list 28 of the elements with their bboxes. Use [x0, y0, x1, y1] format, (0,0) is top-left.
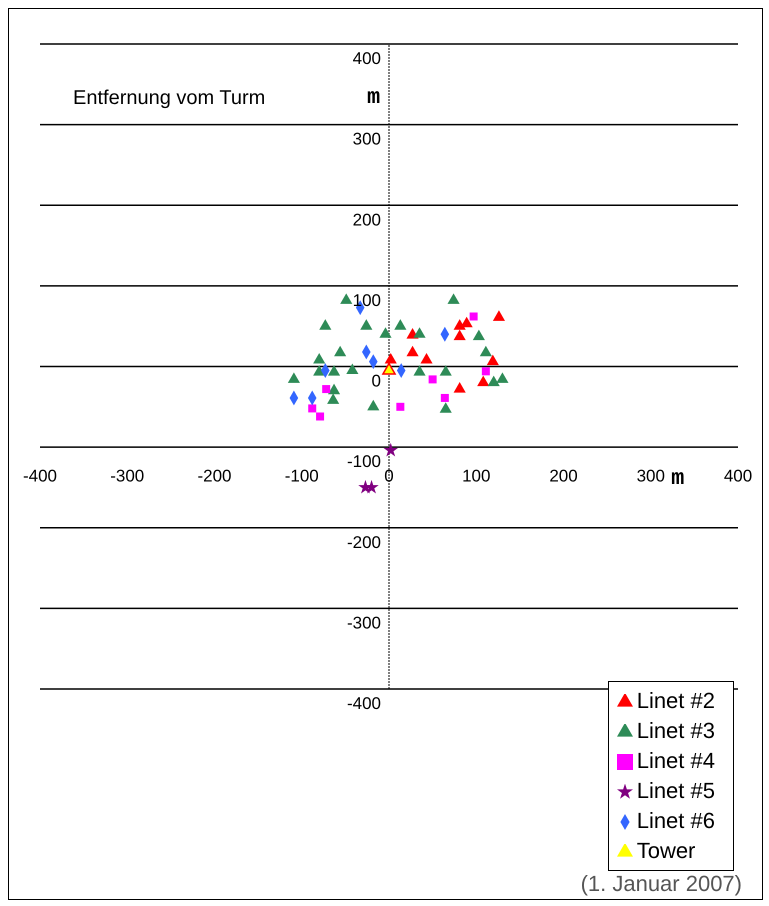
x-tick-label: 0 — [384, 466, 394, 486]
x-tick-label: -200 — [197, 466, 232, 486]
x-axis-title: m — [367, 85, 380, 110]
y-tick-label: -100 — [346, 452, 381, 472]
y-tick-label: 200 — [352, 210, 381, 230]
x-tick-label: -100 — [284, 466, 319, 486]
x-tick-label: 300 — [636, 466, 665, 486]
text: Entfernung vom Turm — [73, 87, 266, 110]
x-tick-label: 400 — [724, 466, 752, 486]
y-tick-label: 0 — [372, 372, 381, 390]
legend-label: Linet #3 — [636, 718, 715, 743]
text: (1. Januar 2007) — [580, 871, 742, 897]
legend-label: Tower — [636, 838, 696, 863]
x-tick-label: 200 — [549, 466, 578, 486]
y-tick-label: 100 — [352, 290, 381, 310]
y-tick-label: -400 — [346, 694, 381, 713]
x-tick-label: -300 — [110, 466, 144, 486]
y-tick-label: 300 — [352, 130, 381, 149]
x-tick-label: 100 — [462, 466, 490, 486]
legend-label: Linet #2 — [636, 688, 715, 713]
legend-label: Linet #5 — [636, 778, 715, 803]
x-tick-label: -400 — [22, 466, 58, 486]
y-tick-label: -300 — [346, 613, 381, 632]
y-tick-label: -200 — [346, 532, 381, 552]
y-tick-label: 400 — [352, 49, 381, 68]
y-axis-title: m — [671, 466, 684, 490]
legend-label: Linet #6 — [636, 808, 715, 833]
legend-label: Linet #4 — [636, 748, 715, 773]
